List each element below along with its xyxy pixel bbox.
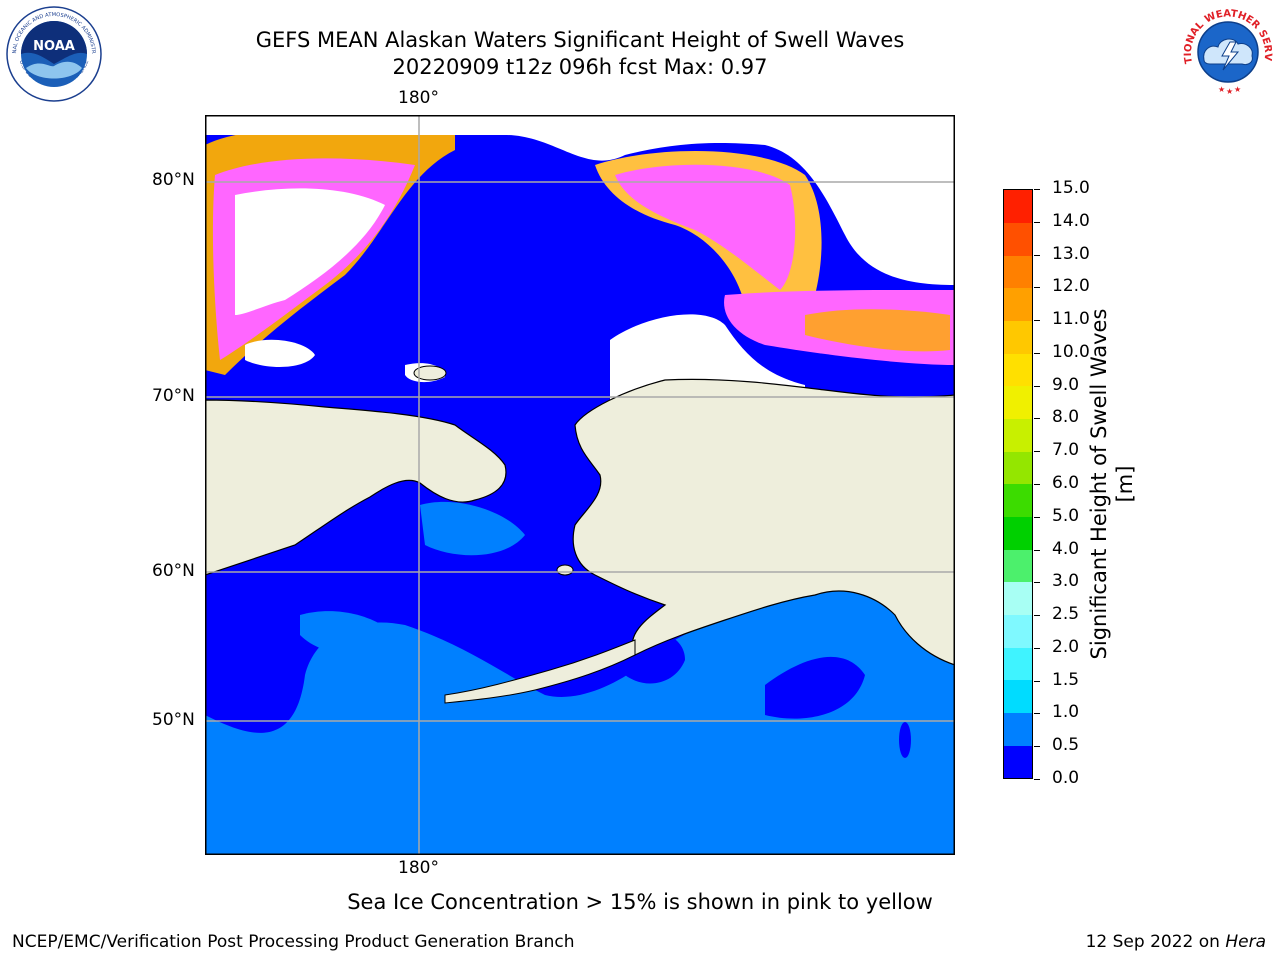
noaa-logo: NATIONAL OCEANIC AND ATMOSPHERIC ADMINIS… bbox=[6, 6, 102, 102]
colorbar-tick-label: 12.0 bbox=[1052, 276, 1090, 297]
map-frame bbox=[205, 115, 955, 855]
colorbar-tick-label: 1.0 bbox=[1052, 702, 1080, 723]
colorbar-segment bbox=[1004, 614, 1032, 648]
gridlines bbox=[205, 115, 955, 855]
colorbar-segment bbox=[1004, 222, 1032, 256]
colorbar-tick-mark bbox=[1034, 549, 1040, 551]
colorbar-segment bbox=[1004, 190, 1032, 224]
colorbar-tick-mark bbox=[1034, 615, 1040, 617]
lat-label-50: 50°N bbox=[152, 710, 195, 730]
land-chukotka bbox=[205, 399, 507, 576]
colorbar-tick-label: 0.5 bbox=[1052, 735, 1080, 756]
colorbar-segment bbox=[1004, 353, 1032, 387]
colorbar-segment bbox=[1004, 451, 1032, 485]
colorbar-tick-mark bbox=[1034, 320, 1040, 322]
colorbar-segment bbox=[1004, 549, 1032, 583]
footer-credit: NCEP/EMC/Verification Post Processing Pr… bbox=[12, 932, 575, 952]
colorbar-tick-label: 6.0 bbox=[1052, 473, 1080, 493]
colorbar-tick-label: 4.0 bbox=[1052, 538, 1080, 559]
colorbar-tick-label: 7.0 bbox=[1052, 440, 1080, 461]
colorbar-segment bbox=[1004, 386, 1032, 420]
svg-text:★: ★ bbox=[1234, 85, 1241, 94]
colorbar-tick-mark bbox=[1034, 352, 1040, 354]
lat-label-80: 80°N bbox=[152, 170, 195, 190]
colorbar-segment bbox=[1004, 484, 1032, 518]
colorbar-ticks: 0.0 0.5 1.0 1.5 2.0 2.5 3.0 4.0 5.0 6.0 7.0 8.0 9.0 1… bbox=[1034, 178, 1094, 788]
colorbar-tick-mark bbox=[1034, 418, 1040, 420]
colorbar-segment bbox=[1004, 255, 1032, 289]
colorbar-tick-mark bbox=[1034, 516, 1040, 518]
colorbar-segment bbox=[1004, 680, 1032, 714]
colorbar-tick-label: 9.0 bbox=[1052, 374, 1080, 395]
land-alaska bbox=[572, 378, 955, 666]
colorbar-segment bbox=[1004, 745, 1032, 779]
colorbar-tick-label: 13.0 bbox=[1052, 243, 1090, 264]
colorbar-tick-label: 10.0 bbox=[1052, 341, 1090, 362]
colorbar-tick-label: 15.0 bbox=[1052, 178, 1090, 198]
colorbar-tick-mark bbox=[1034, 746, 1040, 748]
no-data-region bbox=[205, 115, 955, 285]
lat-label-70: 70°N bbox=[152, 386, 195, 406]
colorbar-tick-mark bbox=[1034, 385, 1040, 387]
colorbar-tick-label: 2.5 bbox=[1052, 604, 1080, 625]
colorbar-tick-label: 0.0 bbox=[1052, 768, 1080, 788]
colorbar-segment bbox=[1004, 320, 1032, 354]
footer-host: Hera bbox=[1225, 932, 1266, 952]
lon-label-bottom: 180° bbox=[398, 858, 439, 878]
lon-label-top: 180° bbox=[398, 88, 439, 108]
colorbar-tick-label: 2.0 bbox=[1052, 636, 1080, 657]
colorbar-tick-mark bbox=[1034, 189, 1040, 190]
swell-band-050-100 bbox=[205, 585, 955, 855]
colorbar-tick-label: 14.0 bbox=[1052, 210, 1090, 231]
colorbar-tick-mark bbox=[1034, 647, 1040, 649]
colorbar-tick-label: 11.0 bbox=[1052, 309, 1090, 330]
colorbar-segment bbox=[1004, 582, 1032, 616]
colorbar-tick-mark bbox=[1034, 221, 1040, 223]
colorbar-tick-mark bbox=[1034, 484, 1040, 485]
footer-date-text: 12 Sep 2022 on bbox=[1085, 932, 1226, 952]
colorbar-tick-label: 8.0 bbox=[1052, 407, 1080, 428]
colorbar-segment bbox=[1004, 418, 1032, 452]
colorbar bbox=[1003, 189, 1033, 779]
colorbar-segment bbox=[1004, 516, 1032, 550]
svg-text:NOAA: NOAA bbox=[33, 39, 75, 54]
colorbar-segment bbox=[1004, 647, 1032, 681]
colorbar-tick-mark bbox=[1034, 713, 1040, 715]
chart-title: GEFS MEAN Alaskan Waters Significant Hei… bbox=[255, 28, 905, 52]
svg-text:★: ★ bbox=[1226, 87, 1233, 96]
colorbar-tick-mark bbox=[1034, 779, 1040, 780]
colorbar-tick-mark bbox=[1034, 451, 1040, 453]
colorbar-tick-label: 5.0 bbox=[1052, 505, 1080, 526]
colorbar-segment bbox=[1004, 288, 1032, 322]
colorbar-tick-mark bbox=[1034, 582, 1040, 584]
colorbar-tick-mark bbox=[1034, 287, 1040, 289]
svg-text:★: ★ bbox=[1218, 85, 1225, 94]
lat-label-60: 60°N bbox=[152, 561, 195, 581]
colorbar-tick-label: 3.0 bbox=[1052, 571, 1080, 592]
map-caption: Sea Ice Concentration > 15% is shown in … bbox=[347, 890, 933, 914]
colorbar-segment bbox=[1004, 712, 1032, 746]
chart-subtitle: 20220909 t12z 096h fcst Max: 0.97 bbox=[392, 55, 768, 79]
colorbar-tick-mark bbox=[1034, 254, 1040, 256]
colorbar-tick-mark bbox=[1034, 680, 1040, 682]
map-panel bbox=[205, 115, 955, 855]
colorbar-label: Significant Height of Swell Waves [m] bbox=[1087, 308, 1137, 660]
nws-logo: NATIONAL WEATHER SERVICE ★ ★ ★ bbox=[1178, 2, 1276, 100]
colorbar-tick-label: 1.5 bbox=[1052, 669, 1080, 690]
footer-date: 12 Sep 2022 on Hera bbox=[1086, 932, 1266, 952]
